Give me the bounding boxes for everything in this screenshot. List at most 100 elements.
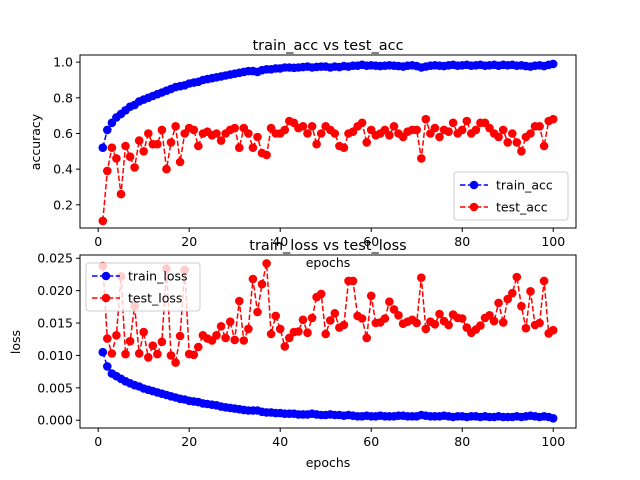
test-acc-point [121,141,130,151]
test-acc-point [280,125,290,135]
accuracy-y-tick-label: 0.6 [53,126,73,141]
test-loss-point [303,328,312,338]
test-acc-point [503,138,512,147]
accuracy-x-tick-label: 20 [181,234,197,249]
test-loss-point [444,320,453,330]
accuracy-axes-frame [79,54,577,229]
test-loss-point [107,349,117,358]
test-acc-point [448,118,458,128]
train-loss-point [98,347,108,357]
test-loss-point [298,315,308,325]
loss-x-tick-label: 40 [272,434,288,449]
test-acc-legend-marker [469,202,479,212]
test-loss-point [171,358,180,367]
test-acc-point [171,122,180,131]
test-loss-point [103,334,112,343]
test-loss-point [316,289,326,299]
train-acc-point [103,125,112,135]
test-loss-point [175,331,185,341]
test-loss-point [521,323,531,333]
test-loss-point [235,296,244,306]
test-loss-point [134,349,144,358]
accuracy-x-axis-label: epochs [306,255,351,270]
train-acc-legend-marker [469,180,479,190]
test-loss-point [421,324,431,334]
train-loss-point [548,414,558,423]
test-loss-point [348,276,358,286]
test-loss-point [362,333,372,343]
test-acc-point [248,143,258,152]
accuracy-x-tick-label: 60 [363,234,379,249]
test-acc-point [216,136,226,145]
test-loss-point [385,297,394,307]
loss-y-tick-label: 0.025 [37,251,73,266]
test-acc-point [103,166,112,176]
accuracy-x-tick-label: 40 [272,234,288,249]
test-loss-point [125,336,135,346]
test-loss-point [221,333,230,343]
test-loss-point [494,298,503,308]
accuracy-legend: train_acc test_acc [453,171,569,221]
test-loss-point [503,294,512,304]
test-loss-point [212,331,221,340]
test-loss-point [266,329,276,339]
test-acc-point [430,123,440,133]
test-loss-point [389,305,399,314]
loss-y-axis-label: loss [8,330,23,354]
test-acc-legend-label: test_acc [496,200,548,215]
test-acc-point [312,139,321,149]
test-loss-line [102,263,554,365]
train-acc-point [98,143,108,152]
test-loss-point [517,301,526,311]
test-acc-point [139,147,148,156]
test-acc-point [535,122,544,131]
test-acc-point [330,129,340,138]
test-loss-point [548,325,558,335]
loss-y-tick-label: 0.020 [37,283,73,298]
loss-legend-box [85,262,201,312]
test-acc-point [194,141,203,151]
test-loss-point [194,342,203,352]
loss-x-tick-label: 100 [541,434,565,449]
loss-x-tick-label: 80 [454,434,470,449]
test-loss-point [357,314,367,323]
test-loss-point [112,331,121,340]
accuracy-x-tick-label: 80 [454,234,470,249]
test-loss-point [366,291,376,301]
accuracy-legend-box [453,171,569,221]
test-acc-point [539,141,549,151]
loss-x-tick-label: 0 [94,434,102,449]
test-loss-point [485,311,494,320]
train-loss-point [103,362,112,371]
train-acc-legend-label: train_acc [496,178,553,193]
test-loss-point [294,327,303,336]
accuracy-y-tick-label: 1.0 [53,55,73,70]
loss-axes-frame [79,254,577,429]
test-loss-point [253,307,262,317]
test-acc-point [357,118,367,128]
test-acc-point [389,122,399,131]
test-loss-point [275,324,285,334]
test-acc-point [253,132,262,142]
test-loss-legend-marker [101,293,111,303]
test-acc-point [175,157,185,167]
test-loss-point [157,337,167,347]
test-loss-point [280,342,290,351]
test-acc-point [230,123,239,133]
test-acc-point [134,136,144,145]
accuracy-chart-title: train_acc vs test_acc [252,38,403,54]
accuracy-y-axis-label: accuracy [28,113,43,170]
test-loss-point [489,316,499,326]
test-acc-point [235,143,244,152]
accuracy-axes: 0 20 40 60 80 100 0.2 0.4 0.6 0.8 1.0 [53,54,577,249]
test-acc-point [153,139,162,149]
test-acc-point [462,116,472,126]
test-acc-point [421,114,431,124]
test-acc-point [212,129,221,138]
test-acc-point [316,129,326,138]
test-loss-point [498,318,508,327]
test-loss-point [526,287,535,296]
loss-y-tick-label: 0.005 [37,380,73,395]
test-acc-point [512,138,522,147]
